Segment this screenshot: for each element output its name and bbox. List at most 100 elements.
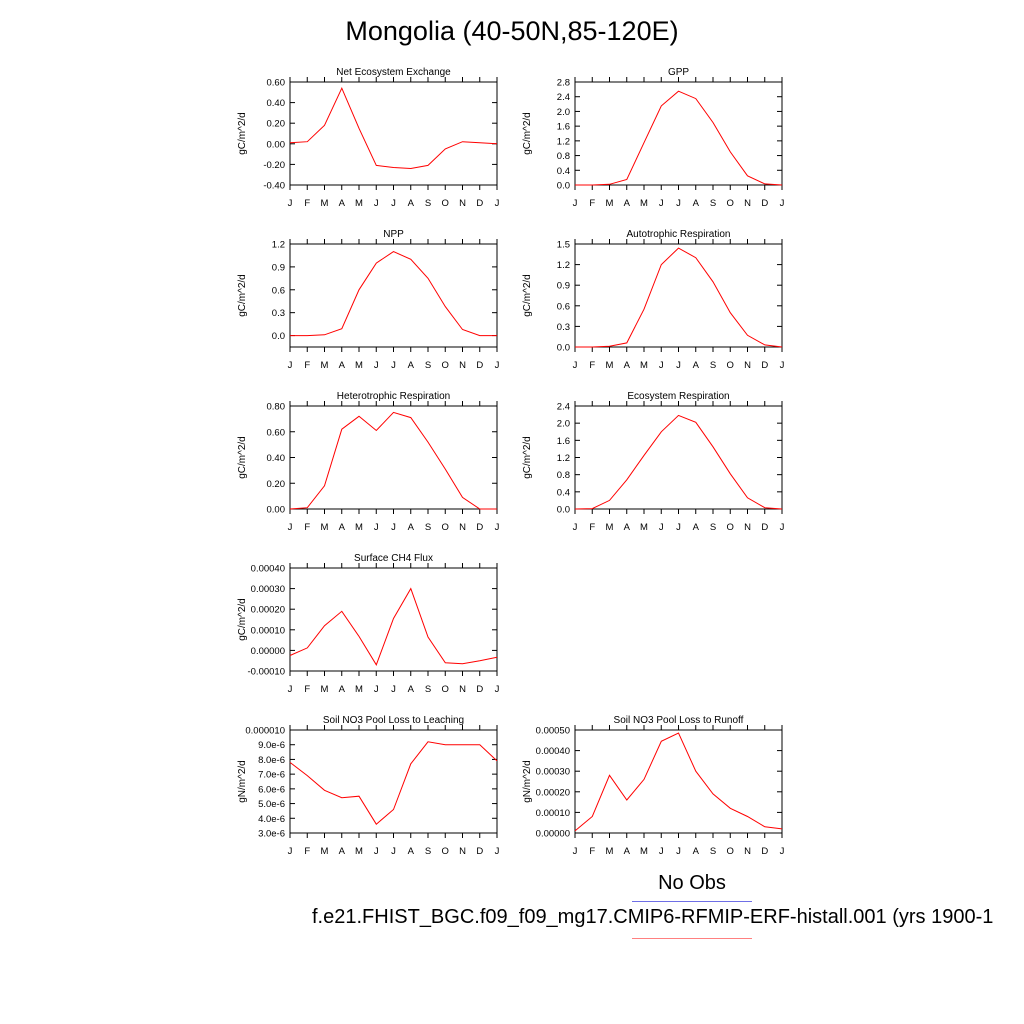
x-tick-label: M bbox=[606, 360, 614, 371]
series-line bbox=[575, 247, 783, 348]
y-tick-label: 0.6 bbox=[272, 285, 285, 296]
x-tick-label: S bbox=[425, 684, 431, 695]
y-tick-label: 0.80 bbox=[267, 402, 286, 413]
x-tick-label: M bbox=[606, 198, 614, 209]
x-tick-label: F bbox=[589, 522, 595, 533]
x-tick-label: N bbox=[459, 198, 466, 209]
y-tick-label: 1.6 bbox=[557, 122, 570, 133]
x-tick-label: A bbox=[693, 360, 700, 371]
x-tick-label: D bbox=[761, 360, 768, 371]
x-tick-label: M bbox=[321, 360, 329, 371]
plot-frame bbox=[289, 81, 498, 186]
x-tick-label: J bbox=[780, 360, 785, 371]
series-line bbox=[289, 741, 498, 825]
plot-frame bbox=[289, 729, 498, 834]
x-tick-label: M bbox=[355, 360, 363, 371]
x-tick-label: F bbox=[589, 198, 595, 209]
x-tick-label: J bbox=[288, 846, 293, 857]
x-tick-label: J bbox=[780, 522, 785, 533]
x-tick-label: J bbox=[374, 198, 379, 209]
x-tick-label: O bbox=[442, 846, 449, 857]
y-tick-label: 2.4 bbox=[557, 92, 570, 103]
x-tick-label: J bbox=[495, 846, 500, 857]
series-line bbox=[574, 414, 783, 510]
y-tick-label: 0.0 bbox=[557, 181, 570, 192]
x-tick-label: J bbox=[374, 684, 379, 695]
x-tick-label: J bbox=[676, 522, 681, 533]
x-tick-label: J bbox=[573, 522, 578, 533]
x-tick-label: A bbox=[624, 846, 631, 857]
x-tick-label: A bbox=[339, 684, 346, 695]
x-tick-label: J bbox=[659, 522, 664, 533]
y-tick-label: -0.00010 bbox=[247, 667, 285, 678]
x-tick-label: O bbox=[442, 522, 449, 533]
y-tick-label: 0.60 bbox=[267, 78, 286, 89]
y-tick-label: 0.00020 bbox=[536, 787, 570, 798]
x-tick-label: S bbox=[425, 522, 431, 533]
x-tick-label: S bbox=[710, 360, 716, 371]
y-tick-label: 1.2 bbox=[557, 136, 570, 147]
y-tick-label: 0.4 bbox=[557, 166, 570, 177]
x-tick-label: M bbox=[640, 198, 648, 209]
x-tick-label: J bbox=[288, 522, 293, 533]
x-tick-label: F bbox=[589, 846, 595, 857]
y-tick-label: -0.40 bbox=[263, 181, 285, 192]
panel-title: GPP bbox=[668, 67, 689, 78]
y-tick-label: 0.6 bbox=[557, 301, 570, 312]
y-tick-label: 6.0e-6 bbox=[258, 784, 285, 795]
plot-frame bbox=[289, 243, 498, 348]
x-tick-label: A bbox=[408, 360, 415, 371]
x-tick-label: O bbox=[442, 360, 449, 371]
x-tick-label: A bbox=[624, 360, 631, 371]
x-tick-label: O bbox=[727, 198, 734, 209]
y-axis-label: gC/m^2/d bbox=[522, 274, 533, 317]
x-tick-label: S bbox=[710, 198, 716, 209]
x-tick-label: N bbox=[459, 522, 466, 533]
y-tick-label: 0.00000 bbox=[536, 829, 570, 840]
y-axis-label: gC/m^2/d bbox=[237, 274, 248, 317]
y-axis-label: gC/m^2/d bbox=[237, 112, 248, 155]
x-tick-label: S bbox=[710, 846, 716, 857]
x-tick-label: J bbox=[374, 360, 379, 371]
x-tick-label: J bbox=[391, 522, 396, 533]
x-tick-label: M bbox=[606, 522, 614, 533]
x-tick-label: J bbox=[573, 360, 578, 371]
y-tick-label: 3.0e-6 bbox=[258, 829, 285, 840]
y-tick-label: 8.0e-6 bbox=[258, 755, 285, 766]
y-tick-label: 2.0 bbox=[557, 419, 570, 430]
x-tick-label: D bbox=[761, 522, 768, 533]
x-tick-label: O bbox=[442, 684, 449, 695]
y-tick-label: 0.00040 bbox=[536, 746, 570, 757]
x-tick-label: A bbox=[693, 846, 700, 857]
x-tick-label: J bbox=[780, 198, 785, 209]
y-tick-label: 0.00000 bbox=[251, 646, 285, 657]
panel-title: Autotrophic Respiration bbox=[627, 229, 731, 240]
x-tick-label: S bbox=[425, 360, 431, 371]
series-line bbox=[289, 587, 498, 666]
y-tick-label: 0.00 bbox=[267, 139, 286, 150]
x-tick-label: N bbox=[744, 360, 751, 371]
x-tick-label: J bbox=[780, 846, 785, 857]
x-tick-label: D bbox=[761, 198, 768, 209]
x-tick-label: F bbox=[304, 198, 310, 209]
y-axis-label: gN/m^2/d bbox=[522, 760, 533, 803]
y-tick-label: 0.0 bbox=[557, 343, 570, 354]
x-tick-label: J bbox=[573, 846, 578, 857]
x-tick-label: M bbox=[321, 684, 329, 695]
panel-title: Ecosystem Respiration bbox=[627, 391, 729, 402]
x-tick-label: J bbox=[676, 360, 681, 371]
y-tick-label: 0.8 bbox=[557, 470, 570, 481]
x-tick-label: J bbox=[374, 522, 379, 533]
x-tick-label: J bbox=[288, 198, 293, 209]
x-tick-label: O bbox=[727, 522, 734, 533]
x-tick-label: F bbox=[304, 846, 310, 857]
x-tick-label: O bbox=[727, 846, 734, 857]
plot-frame bbox=[574, 81, 783, 186]
legend-obs-line bbox=[632, 901, 752, 902]
y-tick-label: 2.4 bbox=[557, 402, 570, 413]
x-tick-label: J bbox=[676, 198, 681, 209]
y-tick-label: 0.9 bbox=[272, 262, 285, 273]
panel-title: Surface CH4 Flux bbox=[354, 553, 433, 564]
x-tick-label: N bbox=[744, 522, 751, 533]
